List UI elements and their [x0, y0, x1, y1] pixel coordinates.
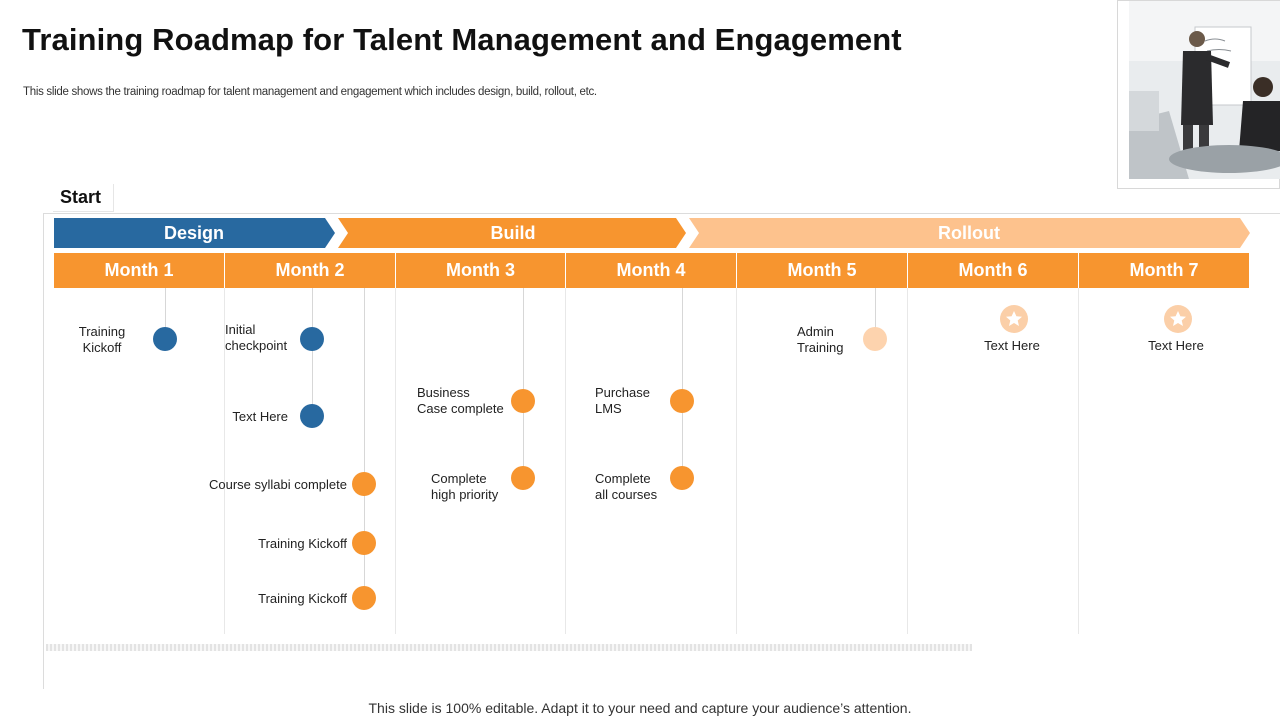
milestone-training-kickoff-b-dot	[352, 586, 376, 610]
month-2-build-stem	[364, 288, 365, 598]
start-label: Start	[53, 184, 114, 212]
milestone-purchase-lms-label: Purchase LMS	[595, 385, 650, 416]
month-2-header: Month 2	[225, 253, 395, 288]
phase-rollout-arrow	[689, 218, 1250, 248]
milestone-text-here-m2-dot	[300, 404, 324, 428]
page-title: Training Roadmap for Talent Management a…	[22, 22, 902, 57]
column-divider	[736, 288, 737, 634]
phase-build-arrow	[338, 218, 686, 248]
milestone-admin-training-label: Admin Training	[797, 324, 844, 355]
milestone-training-kickoff-b-label: Training Kickoff	[258, 591, 347, 606]
milestone-business-case-label: Business Case complete	[417, 385, 504, 416]
milestone-training-kickoff-a-dot	[352, 531, 376, 555]
milestone-text-here-m7-label: Text Here	[1148, 338, 1204, 353]
decorative-scrollbar	[46, 644, 972, 651]
month-4-stem	[682, 288, 683, 478]
column-divider	[565, 288, 566, 634]
star-icon	[1164, 305, 1192, 333]
month-6-header: Month 6	[908, 253, 1078, 288]
milestone-training-kickoff-m1-dot	[153, 327, 177, 351]
milestone-business-case-dot	[511, 389, 535, 413]
month-7-header: Month 7	[1079, 253, 1249, 288]
month-3-header: Month 3	[396, 253, 565, 288]
milestone-complete-all-courses-dot	[670, 466, 694, 490]
phase-design-label: Design	[164, 223, 224, 243]
month-1-stem	[165, 288, 166, 328]
milestone-complete-high-priority-label: Complete high priority	[431, 471, 499, 502]
page-subtitle: This slide shows the training roadmap fo…	[23, 86, 597, 98]
phase-design-arrow	[54, 218, 335, 248]
milestone-course-syllabi-dot	[352, 472, 376, 496]
presentation-photo	[1117, 0, 1280, 189]
star-icon	[1000, 305, 1028, 333]
frame-top-border	[44, 213, 1280, 214]
milestone-complete-high-priority-dot	[511, 466, 535, 490]
phase-rollout-label: Rollout	[938, 223, 1000, 243]
milestone-initial-checkpoint-label: Initial checkpoint	[225, 322, 288, 353]
footer-note: This slide is 100% editable. Adapt it to…	[368, 700, 912, 716]
milestone-initial-checkpoint-dot	[300, 327, 324, 351]
milestone-course-syllabi-label: Course syllabi complete	[208, 477, 347, 492]
milestone-complete-all-courses-label: Complete all courses	[595, 471, 658, 502]
phase-build-label: Build	[491, 223, 536, 243]
milestone-text-here-m2-label: Text Here	[232, 409, 288, 424]
column-divider	[395, 288, 396, 634]
column-divider	[1078, 288, 1079, 634]
month-2-design-stem	[312, 288, 313, 416]
month-5-header: Month 5	[737, 253, 907, 288]
month-5-stem	[875, 288, 876, 328]
column-divider	[224, 288, 225, 634]
column-divider	[907, 288, 908, 634]
month-4-header: Month 4	[566, 253, 736, 288]
milestone-purchase-lms-dot	[670, 389, 694, 413]
phase-arrows: Design Build Rollout	[54, 218, 1250, 248]
month-3-stem	[523, 288, 524, 478]
milestone-admin-training-dot	[863, 327, 887, 351]
milestone-training-kickoff-a-label: Training Kickoff	[258, 536, 347, 551]
milestone-training-kickoff-m1-label: Training Kickoff	[78, 324, 126, 355]
milestone-text-here-m6-label: Text Here	[984, 338, 1040, 353]
month-1-header: Month 1	[54, 253, 224, 288]
frame-left-border	[43, 213, 44, 689]
